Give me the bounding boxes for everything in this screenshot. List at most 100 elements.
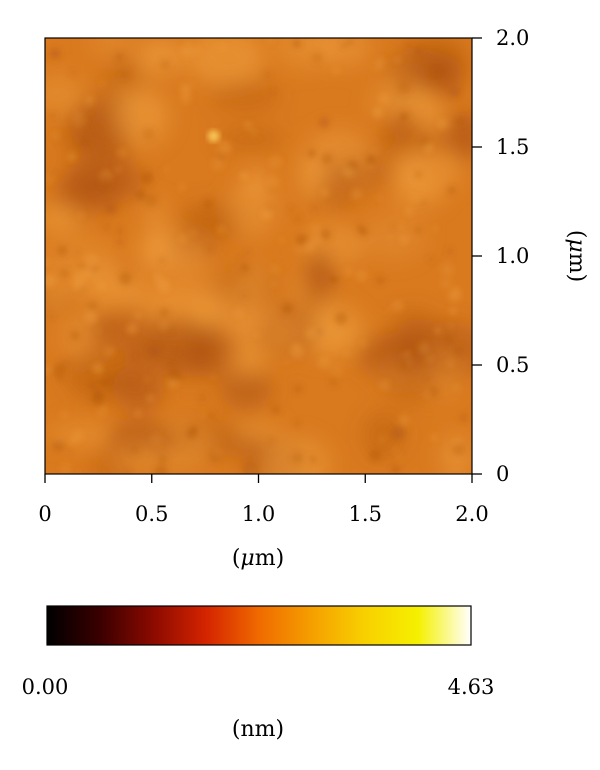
texture-grain [190, 228, 198, 237]
texture-grain [211, 157, 225, 171]
texture-grain [449, 86, 461, 98]
texture-grain [243, 121, 252, 130]
texture-grain [285, 359, 290, 364]
texture-blob [125, 343, 153, 365]
texture-grain [371, 107, 383, 119]
texture-grain [368, 164, 374, 170]
x-tick-label: 0 [38, 502, 51, 526]
texture-grain [249, 127, 258, 137]
texture-grain [329, 273, 339, 284]
texture-grain [45, 365, 52, 374]
texture-grain [174, 351, 179, 356]
texture-grain [373, 147, 380, 155]
texture-grain [376, 194, 382, 201]
texture-grain [192, 46, 202, 56]
texture-grain [49, 314, 55, 319]
texture-grain [210, 374, 217, 381]
texture-grain [247, 465, 255, 474]
texture-grain [395, 57, 401, 63]
texture-grain [135, 189, 146, 200]
texture-grain [447, 186, 456, 195]
texture-grain [452, 286, 460, 294]
texture-grain [295, 246, 303, 254]
texture-grain [295, 216, 301, 222]
texture-grain [92, 363, 104, 374]
texture-blob [89, 38, 135, 60]
texture-grain [144, 193, 158, 207]
texture-grain [97, 282, 106, 291]
texture-grain [321, 153, 333, 165]
texture-grain [56, 245, 68, 257]
texture-grain [309, 454, 315, 461]
texture-grain [124, 470, 131, 474]
colorbar-min-label: 0.00 [22, 675, 69, 699]
texture-grain [141, 171, 154, 185]
texture-grain [442, 335, 455, 347]
texture-grain [432, 68, 440, 75]
texture-grain [378, 379, 391, 391]
texture-grain [293, 383, 303, 394]
texture-grain [307, 148, 317, 159]
x-axis-title: (μm) [232, 546, 284, 571]
texture-grain [399, 361, 408, 370]
texture-grain [115, 52, 124, 61]
texture-grain [391, 426, 406, 440]
texture-blob [385, 49, 454, 91]
y-axis: 0 0.5 1.0 1.5 2.0 [472, 26, 529, 486]
texture-grain [203, 199, 213, 209]
texture-grain [271, 88, 276, 94]
x-tick-label: 2.0 [455, 502, 488, 526]
texture-grain [159, 257, 165, 263]
texture-grain [49, 48, 61, 60]
texture-blob [45, 73, 84, 116]
texture-grain [185, 39, 191, 45]
y-tick-label: 0 [496, 462, 509, 486]
texture-grain [279, 237, 285, 243]
texture-grain [405, 351, 411, 357]
texture-grain [84, 253, 99, 267]
texture-grain [153, 273, 162, 282]
texture-grain [254, 331, 261, 338]
texture-blob [363, 410, 405, 460]
y-tick-label: 0.5 [496, 353, 529, 377]
texture-blob [137, 38, 184, 77]
texture-grain [391, 300, 404, 312]
texture-grain [311, 51, 324, 64]
texture-blob [220, 369, 272, 409]
texture-grain [75, 250, 80, 255]
texture-grain [432, 225, 438, 231]
texture-blob [185, 38, 266, 87]
texture-grain [209, 450, 222, 463]
texture-blob [273, 309, 302, 343]
texture-grain [159, 58, 171, 71]
texture-grain [271, 281, 277, 287]
texture-grain [309, 223, 321, 234]
texture-grain [200, 411, 205, 417]
texture-grain [268, 155, 283, 169]
texture-grain [415, 171, 422, 178]
texture-grain [178, 235, 187, 243]
texture-grain [304, 241, 316, 253]
texture-grain [91, 392, 105, 406]
texture-grain [216, 225, 225, 234]
texture-grain [70, 438, 77, 445]
texture-grain [70, 70, 76, 76]
texture-grain [404, 207, 414, 216]
texture-grain [180, 44, 193, 58]
y-tick-label: 2.0 [496, 26, 529, 50]
texture-grain [99, 79, 107, 86]
texture-grain [419, 136, 431, 148]
texture-grain [167, 368, 181, 382]
texture-grain [181, 83, 186, 88]
colorbar-unit-label: (nm) [232, 717, 284, 742]
texture-grain [60, 462, 72, 474]
texture-grain [59, 268, 70, 279]
texture-grain [359, 339, 368, 348]
texture-grain [208, 412, 215, 419]
x-axis: 0 0.5 1.0 1.5 2.0 [38, 474, 489, 526]
texture-grain [445, 358, 456, 368]
texture-grain [146, 394, 154, 402]
texture-grain [57, 358, 71, 372]
texture-grain [399, 234, 410, 245]
